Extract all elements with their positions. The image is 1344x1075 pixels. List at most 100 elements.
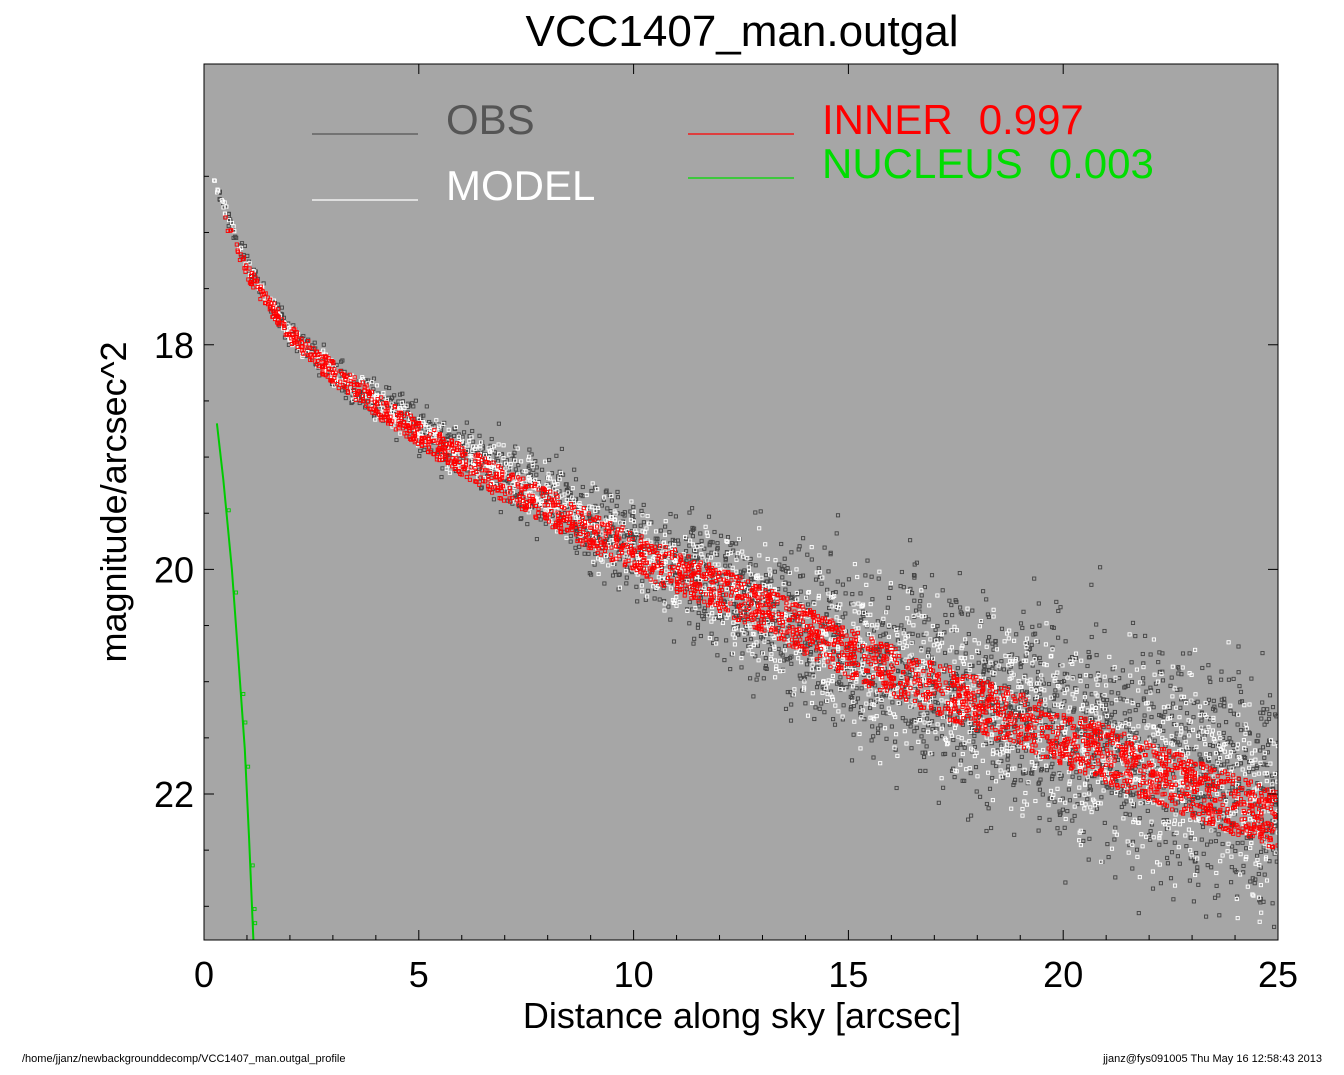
model-marker: [1240, 767, 1245, 772]
obs-marker: [1065, 684, 1070, 689]
obs-marker: [1260, 700, 1265, 705]
model-marker: [1195, 733, 1201, 738]
obs-marker: [916, 633, 921, 638]
model-marker: [769, 652, 774, 657]
data-points: [212, 178, 1278, 929]
model-marker: [947, 719, 952, 724]
obs-marker: [859, 686, 864, 691]
obs-marker: [688, 530, 694, 535]
obs-marker: [918, 768, 923, 773]
obs-marker: [1086, 655, 1091, 660]
model-marker: [998, 768, 1003, 773]
obs-marker: [785, 566, 790, 571]
model-marker: [1046, 803, 1051, 808]
model-marker: [1249, 758, 1254, 763]
obs-marker: [557, 489, 562, 494]
model-marker: [1172, 883, 1178, 888]
obs-marker: [1157, 724, 1163, 729]
obs-marker: [1140, 801, 1145, 806]
obs-marker: [843, 611, 848, 616]
model-marker: [1107, 654, 1112, 659]
model-marker: [948, 701, 953, 706]
obs-marker: [1141, 696, 1146, 701]
obs-marker: [797, 673, 802, 678]
obs-marker: [687, 600, 692, 605]
model-marker: [688, 538, 693, 543]
obs-marker: [727, 586, 732, 591]
model-marker: [1162, 822, 1168, 827]
model-marker: [1023, 641, 1028, 646]
model-marker: [1224, 799, 1229, 804]
model-marker: [952, 659, 957, 664]
obs-marker: [1164, 807, 1169, 812]
model-marker: [1025, 679, 1030, 684]
model-marker: [1080, 707, 1085, 712]
obs-marker: [1089, 582, 1094, 587]
obs-marker: [1169, 850, 1175, 855]
obs-marker: [1088, 674, 1093, 679]
model-marker: [1057, 772, 1062, 777]
obs-marker: [1062, 678, 1067, 684]
model-marker: [944, 742, 950, 747]
model-marker: [984, 644, 989, 649]
obs-marker: [578, 493, 584, 498]
obs-marker: [1259, 785, 1264, 790]
model-marker: [842, 687, 847, 692]
obs-marker: [1088, 787, 1093, 792]
model-marker: [911, 623, 916, 628]
model-marker: [1001, 750, 1006, 755]
model-marker: [734, 569, 739, 574]
model-marker: [1244, 726, 1249, 731]
model-marker: [551, 479, 556, 484]
model-marker: [1070, 676, 1075, 681]
obs-marker: [574, 496, 579, 501]
obs-marker: [709, 631, 714, 636]
obs-marker: [893, 747, 898, 752]
obs-marker: [808, 650, 813, 655]
obs-marker: [935, 701, 940, 706]
obs-marker: [972, 733, 977, 739]
model-marker: [911, 682, 916, 687]
obs-marker: [1011, 709, 1016, 714]
model-marker: [381, 390, 386, 396]
model-marker: [919, 588, 924, 593]
model-marker: [1137, 777, 1142, 783]
obs-marker: [1071, 675, 1076, 680]
obs-marker: [518, 516, 523, 522]
model-marker: [1218, 736, 1223, 741]
obs-marker: [617, 572, 622, 577]
model-marker: [931, 643, 936, 648]
obs-marker: [761, 676, 766, 681]
obs-marker: [779, 541, 784, 547]
model-marker: [1161, 705, 1166, 710]
model-marker: [820, 690, 825, 695]
model-marker: [975, 688, 980, 694]
model-marker: [537, 496, 542, 501]
model-marker: [1020, 813, 1025, 818]
model-marker: [1140, 844, 1145, 849]
model-marker: [916, 667, 921, 672]
obs-marker: [1134, 791, 1139, 796]
obs-marker: [1051, 771, 1056, 776]
obs-marker: [947, 598, 952, 603]
obs-marker: [234, 235, 239, 240]
model-marker: [1143, 701, 1149, 706]
obs-marker: [540, 467, 545, 472]
model-marker: [1072, 696, 1077, 701]
model-marker: [1151, 724, 1156, 729]
obs-marker: [427, 419, 432, 425]
obs-marker: [1047, 708, 1052, 713]
model-marker: [447, 470, 452, 475]
obs-marker: [1224, 720, 1229, 725]
obs-marker: [1250, 876, 1255, 881]
model-marker: [1234, 896, 1239, 902]
obs-marker: [1140, 651, 1145, 657]
model-marker: [1151, 732, 1156, 737]
obs-marker: [479, 485, 484, 490]
obs-marker: [1084, 701, 1089, 706]
obs-marker: [863, 573, 868, 578]
obs-marker: [1052, 799, 1057, 804]
model-marker: [866, 632, 871, 637]
model-marker: [834, 604, 839, 609]
obs-marker: [834, 531, 839, 536]
